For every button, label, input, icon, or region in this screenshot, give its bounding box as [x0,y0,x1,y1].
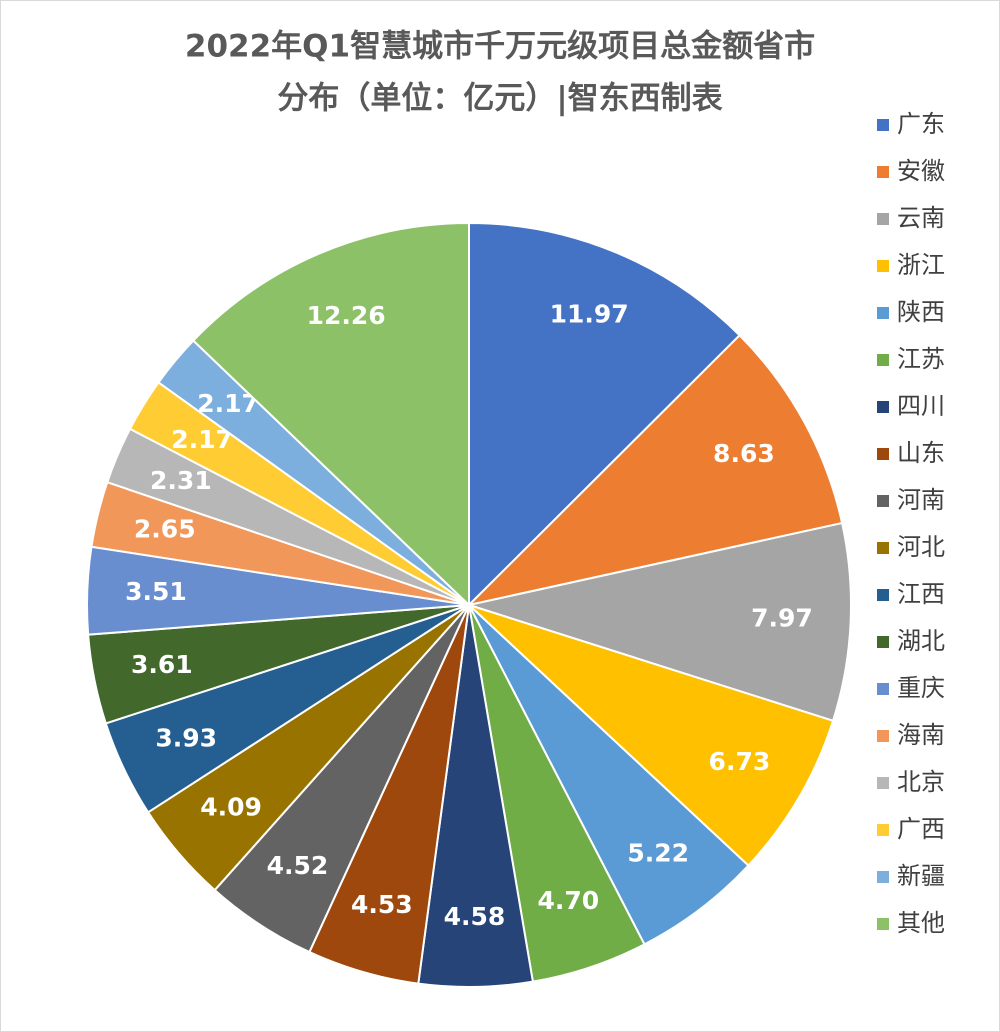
legend-swatch [877,495,889,507]
data-label: 12.26 [307,301,386,330]
legend-swatch [877,871,889,883]
data-label: 4.70 [537,886,599,915]
legend-swatch [877,824,889,836]
legend-label: 湖北 [897,627,945,655]
legend-label: 江西 [897,580,945,608]
legend-label: 北京 [897,768,945,796]
legend-swatch [877,636,889,648]
legend-label: 浙江 [897,251,945,279]
legend-swatch [877,542,889,554]
legend-label: 陕西 [897,298,945,326]
data-label: 2.17 [171,425,233,454]
legend-swatch [877,589,889,601]
data-label: 8.63 [713,439,775,468]
data-label: 3.93 [155,724,217,753]
legend-swatch [877,730,889,742]
legend-label: 山东 [897,439,945,467]
legend-swatch [877,213,889,225]
legend-label: 河南 [897,486,945,514]
pie-slice [191,221,470,608]
chart-title: 分布（单位：亿元）|智东西制表 [277,81,722,117]
legend-label: 其他 [897,909,945,937]
legend-label: 安徽 [897,157,945,185]
legend-label: 四川 [897,392,945,420]
data-label: 4.09 [200,793,262,822]
data-label: 7.97 [751,603,813,632]
data-label: 2.31 [150,466,212,495]
legend-label: 河北 [897,533,945,561]
legend-label: 云南 [897,204,945,232]
legend-swatch [877,401,889,413]
data-label: 2.65 [134,514,196,543]
data-label: 5.22 [627,839,689,868]
data-label: 6.73 [709,747,771,776]
pie-slice [468,221,741,608]
data-label: 4.52 [267,851,329,880]
legend-label: 海南 [897,721,945,749]
data-label: 3.61 [131,650,193,679]
data-label: 3.51 [125,577,187,606]
legend-swatch [877,166,889,178]
data-label: 11.97 [550,300,629,329]
data-label: 4.58 [444,902,506,931]
legend-swatch [877,683,889,695]
legend-label: 重庆 [897,674,945,702]
legend-swatch [877,918,889,930]
legend-swatch [877,448,889,460]
chart-title: 2022年Q1智慧城市千万元级项目总金额省市 [185,29,815,65]
legend-label: 江苏 [897,345,945,373]
legend-swatch [877,119,889,131]
legend-swatch [877,260,889,272]
pie-slice [468,604,750,946]
pie-slice [465,521,852,723]
legend-swatch [877,354,889,366]
legend-label: 广东 [897,110,945,138]
pie-slice [465,333,844,607]
legend-label: 广西 [897,815,945,843]
legend-swatch [877,777,889,789]
legend-label: 新疆 [897,862,945,890]
pie-slice [468,604,835,867]
legend-swatch [877,307,889,319]
data-label: 4.53 [351,890,413,919]
